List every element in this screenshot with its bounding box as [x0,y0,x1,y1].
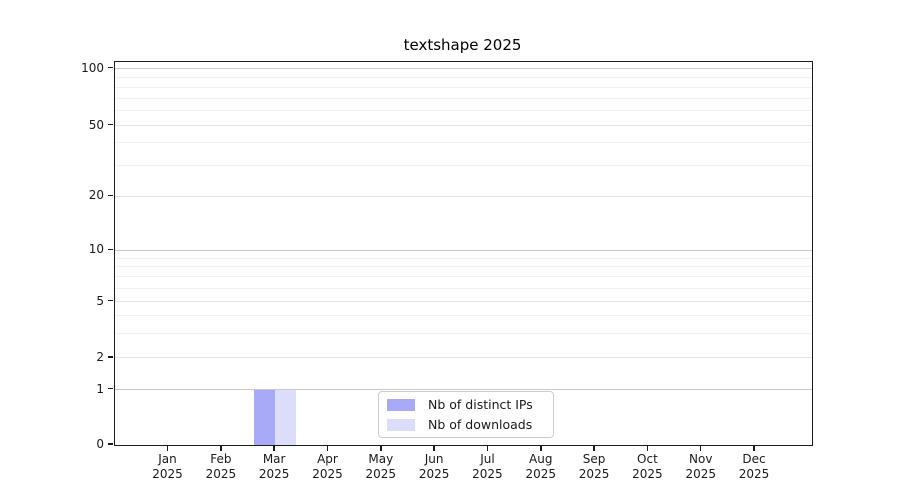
plot-canvas [115,62,812,445]
x-tick-year: 2025 [258,467,290,481]
y-gridline-major-100 [115,68,812,70]
x-tick-year: 2025 [205,467,237,481]
x-tick-mar [273,445,275,451]
x-tick-aug [540,445,542,451]
x-tick-jun [433,445,435,451]
legend-item-downloads: Nb of downloads [387,417,545,432]
x-tick-label-jun: Jun 2025 [404,452,464,482]
x-tick-year: 2025 [525,467,557,481]
x-tick-label-feb: Feb 2025 [191,452,251,482]
x-tick-year: 2025 [685,467,716,481]
y-gridline-minor-6 [115,287,812,289]
y-tick-label-10: 10 [88,242,104,257]
x-tick-dec [753,445,755,451]
x-tick-year: 2025 [472,467,503,481]
y-gridline-major-50 [115,125,812,127]
y-tick-label-100: 100 [81,60,104,75]
x-tick-month: Mar [262,452,286,466]
y-tick-20 [108,194,113,197]
y-tick-label-5: 5 [96,293,104,308]
y-tick-label-50: 50 [88,117,104,132]
x-tick-label-sep: Sep 2025 [564,452,624,482]
y-gridline-major-5 [115,301,812,303]
y-gridline-major-2 [115,357,812,359]
y-gridline-minor-60 [115,110,812,112]
x-tick-year: 2025 [312,467,343,481]
x-tick-month: Jun [424,452,444,466]
y-tick-label-2: 2 [96,349,104,364]
y-gridline-minor-3 [115,332,812,334]
x-tick-label-oct: Oct 2025 [617,452,677,482]
x-tick-nov [699,445,702,451]
x-tick-month: Jul [480,452,495,466]
x-tick-year: 2025 [152,467,183,481]
x-tick-feb [220,445,222,451]
x-tick-label-nov: Nov 2025 [671,452,731,482]
x-tick-label-apr: Apr 2025 [297,452,357,482]
x-tick-month: Jan [158,452,177,466]
x-tick-label-jan: Jan 2025 [138,452,198,482]
y-tick-2 [108,356,113,358]
x-tick-month: Feb [210,452,232,466]
y-gridline-major-20 [115,195,812,197]
y-gridline-minor-40 [115,142,812,144]
x-tick-label-jul: Jul 2025 [457,452,517,482]
x-tick-label-mar: Mar 2025 [244,452,304,482]
x-tick-year: 2025 [418,467,450,481]
legend-swatch-distinct-ips [387,398,415,411]
x-tick-year: 2025 [365,467,397,481]
chart-title: textshape 2025 [403,36,522,54]
x-tick-apr [326,445,329,451]
y-gridline-major-10 [115,249,812,251]
y-gridline-major-1 [115,389,812,391]
y-gridline-minor-7 [115,276,812,278]
x-tick-month: Dec [742,452,766,466]
x-tick-month: Oct [637,452,658,466]
y-tick-0 [108,443,113,445]
y-tick-5 [108,299,113,302]
x-tick-label-may: May 2025 [351,452,411,482]
plot-area [114,61,813,446]
y-tick-100 [108,66,113,69]
y-gridline-minor-8 [115,266,812,268]
x-tick-jul [486,445,489,451]
y-tick-label-1: 1 [96,381,104,396]
x-tick-year: 2025 [632,467,663,481]
y-gridline-minor-90 [115,76,812,78]
y-gridline-minor-9 [115,257,812,259]
x-tick-may [380,445,382,451]
x-tick-year: 2025 [578,467,610,481]
x-tick-label-dec: Dec 2025 [724,452,784,482]
y-tick-label-20: 20 [88,188,104,203]
y-gridline-minor-80 [115,86,812,88]
y-gridline-minor-4 [115,314,812,316]
y-tick-1 [108,387,113,390]
x-tick-jan [166,445,169,451]
x-tick-oct [646,445,649,451]
legend-label-downloads: Nb of downloads [428,417,533,432]
x-tick-month: Apr [317,452,338,466]
legend-label-distinct-ips: Nb of distinct IPs [428,397,533,412]
y-tick-label-0: 0 [96,437,104,451]
y-gridline-minor-30 [115,164,812,166]
bar-distinct-ips-mar-2025 [253,389,276,445]
bar-downloads-mar-2025 [275,389,297,445]
x-tick-month: May [368,452,394,466]
x-tick-month: Aug [529,452,553,466]
x-tick-month: Sep [582,452,606,466]
legend-swatch-downloads [387,418,415,431]
x-tick-sep [593,445,595,451]
x-tick-label-aug: Aug 2025 [511,452,571,482]
y-tick-50 [108,123,113,126]
legend-item-distinct-ips: Nb of distinct IPs [387,397,545,412]
y-gridline-minor-70 [115,97,812,99]
x-tick-month: Nov [689,452,713,466]
y-tick-10 [108,248,113,251]
legend: Nb of distinct IPs Nb of downloads [378,391,554,438]
x-tick-year: 2025 [738,467,770,481]
